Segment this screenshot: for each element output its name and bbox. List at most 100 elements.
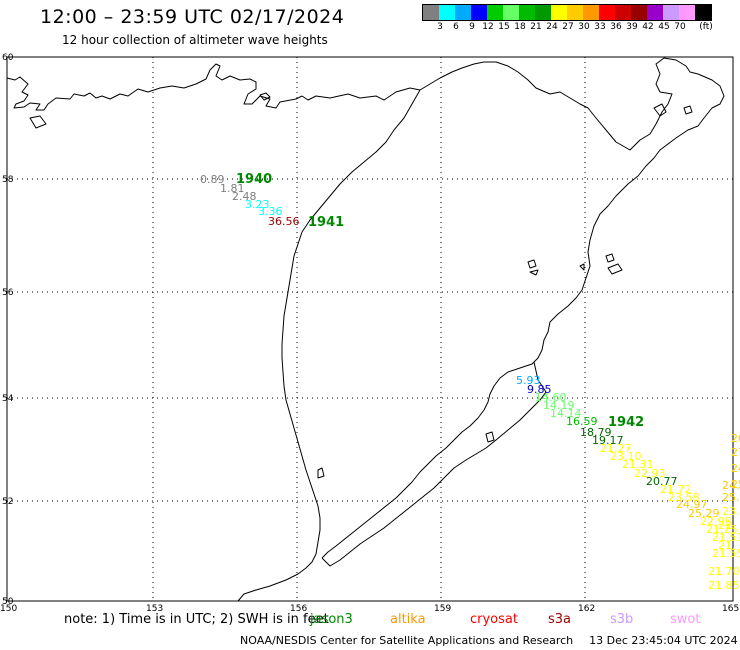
graticule	[7, 57, 733, 601]
wave-height-reading: 24	[731, 462, 740, 475]
wave-height-reading: 21.51	[712, 531, 740, 544]
wave-height-reading: 0.89	[200, 173, 225, 186]
legend-tick: 15	[498, 22, 510, 32]
satellite-label-s3b: s3b	[610, 612, 634, 627]
map-frame	[6, 56, 734, 602]
island-8	[653, 103, 667, 117]
wave-height-reading: 25.	[722, 491, 740, 504]
legend-swatch	[455, 5, 471, 20]
island-6	[485, 431, 495, 443]
pass-time-label: 1940	[236, 172, 272, 187]
legend-tick: 12	[482, 22, 494, 32]
wave-height-reading: 25.29	[688, 507, 720, 520]
wave-height-reading: 23.10	[610, 450, 642, 463]
wave-height-reading: 23.	[722, 505, 740, 518]
lon-label-162: 162	[578, 604, 595, 614]
satellite-label-cryosat: cryosat	[470, 612, 518, 627]
legend-tick: 24	[546, 22, 558, 32]
satellite-label-jason3: jason3	[310, 612, 353, 627]
map-subtitle: 12 hour collection of altimeter wave hei…	[62, 33, 328, 47]
note-text: note: 1) Time is in UTC; 2) SWH is in fe…	[64, 612, 329, 627]
legend-tick: 36	[610, 22, 622, 32]
legend-tick: 70	[674, 22, 686, 32]
lat-label-52: 52	[2, 497, 13, 507]
wave-height-reading: 25	[731, 478, 740, 491]
wave-height-reading: 5.93	[516, 374, 541, 387]
satellite-label-swot: swot	[670, 612, 701, 627]
legend-color-bar	[422, 4, 712, 21]
wave-height-reading: 21.55	[712, 547, 740, 560]
wave-height-reading: 1.81	[220, 182, 245, 195]
legend-swatch	[503, 5, 519, 20]
island-2	[529, 269, 539, 276]
wave-height-color-legend: 3 6 9 12 15 18 21 24 27 30 33 36 39 42 45 70 (ft)	[422, 4, 713, 35]
map-title: 12:00 – 23:59 UTC 02/17/2024	[40, 6, 345, 28]
wave-height-reading: 19.17	[592, 434, 624, 447]
legend-tick: 33	[594, 22, 606, 32]
wave-height-reading: 21.85	[708, 579, 740, 592]
island-5	[579, 263, 585, 271]
legend-tick: 21	[530, 22, 542, 32]
island-9	[683, 105, 693, 115]
wave-height-reading: 20.77	[646, 475, 678, 488]
legend-tick: 9	[469, 22, 475, 32]
lat-label-54: 54	[2, 394, 14, 404]
lat-label-60: 60	[2, 53, 14, 63]
wave-height-reading: 36.56	[268, 215, 300, 228]
legend-swatch	[599, 5, 615, 20]
legend-swatch	[695, 5, 711, 20]
legend-swatch	[471, 5, 487, 20]
wave-height-reading: 22.93	[634, 467, 666, 480]
wave-height-reading: 3.23	[245, 198, 270, 211]
legend-tick: 6	[453, 22, 459, 32]
coastline-kamchatka-western-shore	[237, 89, 421, 602]
legend-tick: 39	[626, 22, 638, 32]
legend-swatch	[519, 5, 535, 20]
wave-height-reading: 14.60	[535, 391, 567, 404]
wave-height-reading: 22.98	[700, 515, 732, 528]
legend-swatch	[679, 5, 695, 20]
wave-height-reading: 21.	[718, 539, 736, 552]
satellite-label-altika: altika	[390, 612, 426, 627]
wave-height-reading: 9.85	[527, 383, 552, 396]
lat-label-50: 50	[2, 597, 14, 607]
wave-height-reading: 22.	[718, 519, 736, 532]
wave-height-reading: 21.72	[660, 483, 692, 496]
legend-swatch	[583, 5, 599, 20]
hour-labels: 1940 1941 1942	[236, 172, 644, 430]
coastlines	[6, 57, 725, 602]
legend-tick: 27	[562, 22, 574, 32]
wave-height-reading: 21.70	[708, 565, 740, 578]
legend-swatch	[615, 5, 631, 20]
legend-tick: (ft)	[699, 22, 713, 32]
wave-height-reading: 14.14	[550, 407, 582, 420]
wave-height-reading: 27	[731, 446, 740, 459]
observation-labels: 0.891.812.483.233.3636.565.939.8514.6014…	[200, 173, 740, 592]
footer-timestamp: 13 Dec 23:45:04 UTC 2024	[589, 634, 738, 647]
wave-height-reading: 16.59	[566, 415, 598, 428]
lon-label-150: 150	[0, 604, 17, 614]
legend-swatch	[567, 5, 583, 20]
legend-swatch	[663, 5, 679, 20]
coastline-kamchatka-east	[321, 361, 547, 567]
legend-swatch	[551, 5, 567, 20]
coastline-mainland-north	[6, 63, 303, 111]
legend-tick: 30	[578, 22, 590, 32]
legend-swatch	[439, 5, 455, 20]
lat-label-56: 56	[2, 288, 14, 298]
footer: NOAA/NESDIS Center for Satellite Applica…	[240, 634, 738, 647]
wave-height-reading: 26	[731, 432, 740, 445]
lon-label-156: 156	[290, 604, 307, 614]
wave-height-reading: 24.	[722, 479, 740, 492]
latitude-labels: 50 52 54 56 58 60	[2, 53, 14, 607]
pass-time-label: 1941	[308, 215, 344, 230]
island-1	[527, 259, 537, 269]
legend-tick: 18	[514, 22, 526, 32]
wave-height-reading: 21.31	[622, 458, 654, 471]
island-3	[605, 253, 615, 263]
footer-credit: NOAA/NESDIS Center for Satellite Applica…	[240, 634, 574, 647]
wave-height-reading: 3.36	[258, 205, 283, 218]
wave-height-reading: 23.58	[668, 491, 700, 504]
lat-label-58: 58	[2, 175, 14, 185]
